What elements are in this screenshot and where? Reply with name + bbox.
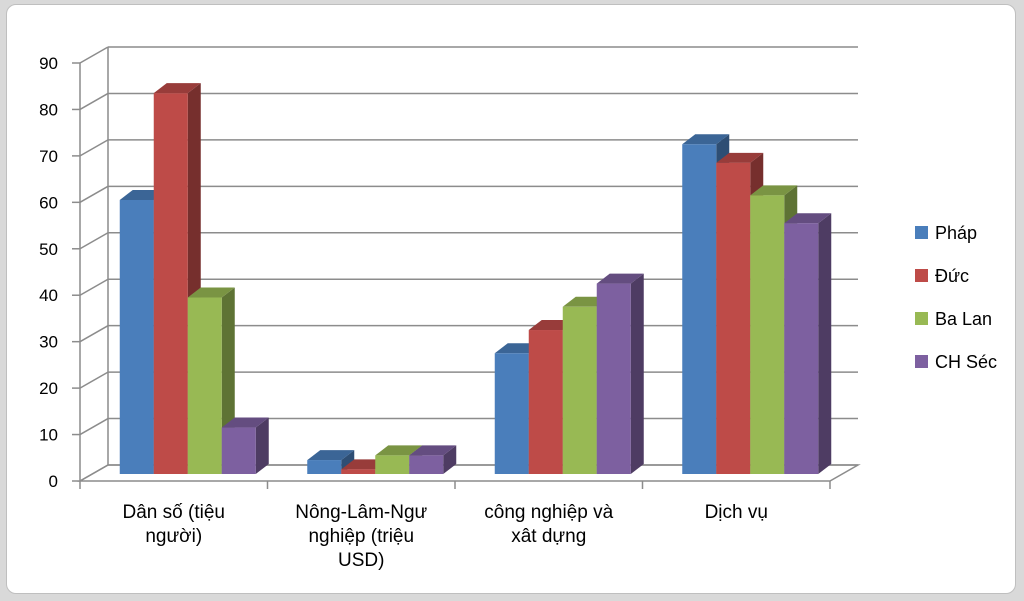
legend-label: Đức	[935, 266, 969, 286]
gridline-side	[79, 185, 109, 203]
y-tick-label: 40	[39, 286, 58, 305]
gridline-side	[79, 371, 109, 389]
y-tick-label: 10	[39, 426, 58, 445]
x-category-label: Nông-Lâm-Ngư nghiệp (triệu USD)	[295, 502, 427, 571]
y-tick-label: 60	[39, 193, 58, 212]
bar	[153, 83, 201, 475]
legend-swatch	[915, 269, 928, 282]
legend-label: Ba Lan	[935, 309, 992, 329]
x-category-label: Dịch vụ	[705, 502, 768, 523]
gridline-side	[79, 92, 109, 111]
legend-swatch	[915, 312, 928, 325]
legend-swatch	[915, 355, 928, 368]
gridline-side	[79, 417, 109, 436]
bar	[221, 417, 269, 474]
y-tick-label: 90	[39, 54, 58, 73]
gridline-side	[79, 325, 109, 343]
y-tick-label: 20	[39, 379, 58, 398]
x-category-label: Dân số (tiệu người)	[123, 502, 225, 547]
bar	[784, 213, 832, 474]
gridline-side	[79, 139, 109, 157]
legend-swatch	[915, 226, 928, 239]
y-tick-label: 50	[39, 240, 58, 259]
y-tick-label: 30	[39, 333, 58, 352]
legend-label: Pháp	[935, 223, 977, 243]
bar	[596, 273, 644, 474]
floor	[77, 464, 861, 482]
y-tick-label: 70	[39, 147, 58, 166]
gridline-side	[79, 278, 109, 296]
gridline-side	[79, 232, 109, 250]
bar	[409, 445, 457, 474]
gridline-side	[79, 46, 109, 64]
x-category-label: công nghiệp và xât dựng	[484, 502, 613, 547]
legend-label: CH Séc	[935, 352, 997, 372]
y-tick-label: 0	[49, 472, 58, 491]
y-tick-label: 80	[39, 100, 58, 119]
bar	[307, 450, 355, 474]
